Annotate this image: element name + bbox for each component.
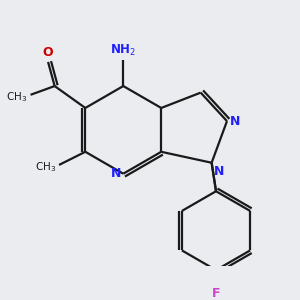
Text: CH$_3$: CH$_3$ bbox=[35, 160, 56, 174]
Text: F: F bbox=[212, 287, 220, 300]
Text: N: N bbox=[214, 165, 224, 178]
Text: O: O bbox=[43, 46, 53, 59]
Text: N: N bbox=[230, 115, 240, 128]
Text: CH$_3$: CH$_3$ bbox=[6, 90, 28, 104]
Text: N: N bbox=[111, 167, 121, 180]
Text: NH$_2$: NH$_2$ bbox=[110, 43, 136, 58]
